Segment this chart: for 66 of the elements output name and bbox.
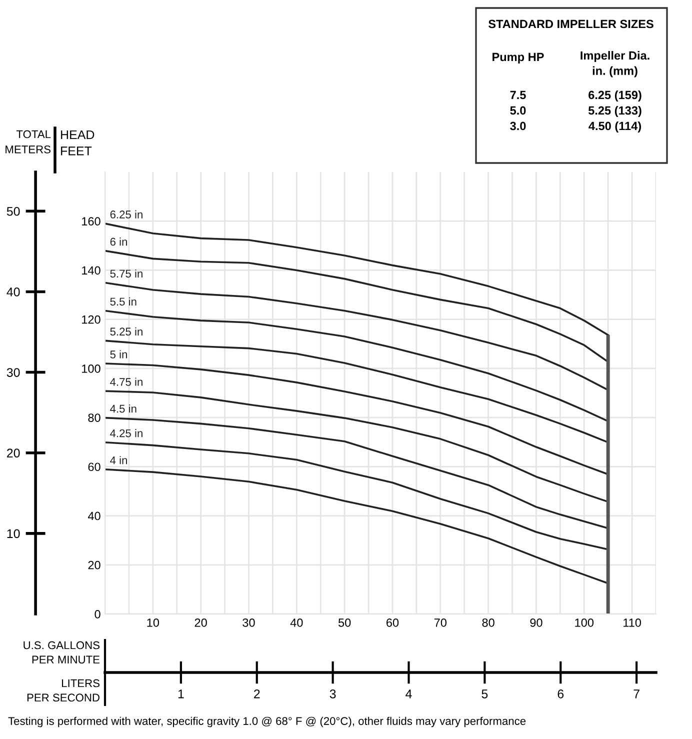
text: Pump HP [492, 52, 544, 64]
x2-tick-label: 2 [254, 689, 260, 698]
x-tick-label: 70 [434, 618, 446, 627]
line-series [105, 468, 609, 584]
series-label: 6.25 in [110, 210, 142, 218]
x-tick-label: 80 [482, 618, 494, 627]
y-tick-label: 120 [82, 315, 100, 324]
x-tick-label: 50 [338, 618, 351, 627]
series-label: 5.75 in [110, 269, 142, 278]
series-label: 4.5 in [110, 404, 136, 413]
y2-tick-label: 20 [7, 448, 20, 458]
line-series [105, 340, 609, 444]
x2-tick-label: 6 [558, 689, 564, 698]
y2-tick-label: 50 [6, 206, 20, 216]
line-series [105, 441, 609, 550]
y-tick-label: 80 [88, 414, 100, 422]
x-tick-label: 20 [194, 618, 207, 627]
text: 6.25 (159) [588, 90, 642, 102]
series-label: 5 in [110, 350, 127, 358]
y2-tick-label: 10 [7, 529, 20, 538]
series-label: 4 in [110, 456, 127, 464]
series-label: 4.25 in [110, 429, 142, 438]
line-series [105, 250, 609, 363]
text: 3.0 [510, 122, 526, 130]
y2-tick-label: 30 [6, 368, 20, 377]
x-axis-title: U.S. GALLONS PER MINUTE [24, 641, 100, 664]
text: Testing is performed with water, specific gravity 1.0 @ 68° F @ (20°C), other fluids may vary performance [8, 716, 526, 728]
x-tick-label: 90 [530, 618, 542, 627]
x-tick-label: 110 [624, 618, 641, 627]
text: 5.25 (133) [588, 106, 642, 117]
x-tick-label: 10 [147, 618, 160, 627]
x2-axis-title: LITERS PER SECOND [27, 679, 100, 702]
y2-tick-label: 40 [6, 288, 20, 296]
y-tick-label: 60 [88, 462, 100, 472]
x2-tick-label: 4 [406, 690, 412, 698]
y-tick-label: 140 [82, 266, 100, 275]
series-label: 5.5 in [110, 297, 136, 306]
x2-tick-label: 7 [634, 690, 640, 698]
y-axis-title: HEAD FEET [61, 130, 94, 156]
x-tick-label: 40 [290, 618, 303, 627]
line-series [105, 416, 609, 530]
x-tick-label: 30 [242, 618, 255, 627]
x2-tick-label: 5 [482, 690, 488, 698]
x2-tick-label: 3 [330, 689, 336, 698]
line-series [105, 310, 609, 422]
y-tick-label: 160 [82, 217, 100, 226]
text: 7.5 [510, 90, 526, 100]
text: 5.0 [510, 106, 526, 115]
series-label: 6 in [110, 238, 127, 246]
text: Impeller Dia. in. (mm) [580, 51, 650, 78]
y-tick-label: 40 [88, 512, 100, 520]
text: 4.50 (114) [588, 121, 641, 132]
x2-tick-label: 1 [178, 690, 184, 698]
y-tick-label: 20 [88, 560, 100, 570]
y-tick-label: 0 [94, 610, 100, 618]
line-series [105, 390, 609, 503]
line-series [105, 362, 609, 476]
x-tick-label: 60 [386, 618, 399, 627]
series-label: 4.75 in [110, 378, 142, 386]
line-series [105, 222, 609, 336]
y-tick-label: 100 [82, 364, 100, 373]
y2-axis-title: TOTAL METERS [6, 130, 51, 154]
series-label: 5.25 in [110, 327, 142, 336]
x-tick-label: 100 [575, 618, 594, 627]
line-series [105, 282, 609, 391]
text: STANDARD IMPELLER SIZES [488, 20, 654, 28]
